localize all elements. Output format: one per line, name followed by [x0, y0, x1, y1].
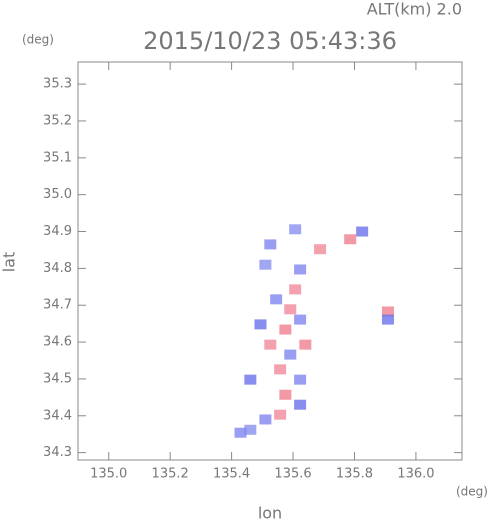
- y-tick-label: 34.9: [43, 224, 72, 239]
- echo-cell: [264, 339, 277, 350]
- y-tick-label: 34.3: [43, 445, 72, 460]
- y-tick-label: 34.6: [43, 335, 72, 350]
- echo-cell: [294, 374, 307, 385]
- echo-cell: [294, 399, 307, 410]
- x-tick-label: 135.2: [152, 467, 189, 482]
- echo-cell: [259, 259, 272, 270]
- x-tick-label: 136.0: [397, 467, 434, 482]
- y-tick-label: 35.0: [43, 187, 72, 202]
- echo-cell: [381, 314, 394, 325]
- echo-cell: [270, 294, 283, 305]
- echo-cell: [289, 284, 302, 295]
- echo-cell: [356, 226, 369, 237]
- altitude-label: ALT(km) 2.0: [367, 0, 462, 19]
- y-unit: (deg): [22, 33, 54, 47]
- x-unit: (deg): [456, 485, 488, 499]
- echo-cell: [284, 304, 297, 315]
- y-tick-label: 34.8: [43, 261, 72, 276]
- echo-cell: [289, 224, 302, 235]
- echo-cell: [314, 244, 327, 255]
- y-tick-label: 34.7: [43, 298, 72, 313]
- echo-cell: [381, 306, 394, 317]
- echo-cell: [274, 409, 287, 420]
- echo-cell: [279, 324, 292, 335]
- echo-cell: [259, 414, 272, 425]
- echo-cell: [344, 234, 357, 245]
- echo-cell: [244, 424, 257, 435]
- echo-cell: [294, 314, 307, 325]
- chart-title: 2015/10/23 05:43:36: [143, 27, 397, 55]
- x-tick-label: 135.6: [274, 467, 311, 482]
- x-tick-label: 135.4: [213, 467, 250, 482]
- echo-cell: [284, 349, 297, 360]
- echo-cell: [244, 374, 257, 385]
- echo-cell: [294, 264, 307, 275]
- plot-frame: [77, 61, 463, 461]
- y-tick-label: 35.1: [43, 150, 72, 165]
- x-axis-label: lon: [258, 504, 282, 521]
- echo-cell: [234, 427, 247, 438]
- x-tick-label: 135.0: [90, 467, 127, 482]
- y-tick-label: 35.2: [43, 113, 72, 128]
- y-tick-label: 35.3: [43, 77, 72, 92]
- echo-cell: [299, 339, 312, 350]
- echo-cell: [264, 239, 277, 250]
- echo-cell: [254, 319, 267, 330]
- y-tick-label: 34.5: [43, 371, 72, 386]
- echo-cell: [274, 364, 287, 375]
- y-axis-label: lat: [0, 252, 19, 273]
- y-tick-label: 34.4: [43, 408, 72, 423]
- echo-cell: [279, 389, 292, 400]
- x-tick-label: 135.8: [336, 467, 373, 482]
